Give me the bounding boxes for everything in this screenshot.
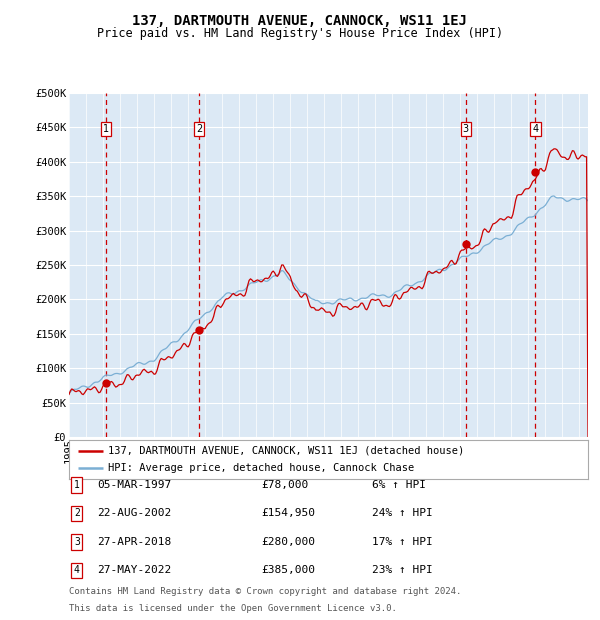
Text: 24% ↑ HPI: 24% ↑ HPI — [372, 508, 433, 518]
Text: Price paid vs. HM Land Registry's House Price Index (HPI): Price paid vs. HM Land Registry's House … — [97, 27, 503, 40]
Text: 4: 4 — [532, 124, 538, 134]
Text: 3: 3 — [463, 124, 469, 134]
Text: 17% ↑ HPI: 17% ↑ HPI — [372, 537, 433, 547]
Text: 137, DARTMOUTH AVENUE, CANNOCK, WS11 1EJ: 137, DARTMOUTH AVENUE, CANNOCK, WS11 1EJ — [133, 14, 467, 28]
Text: 4: 4 — [74, 565, 80, 575]
Text: £78,000: £78,000 — [261, 480, 308, 490]
Text: £154,950: £154,950 — [261, 508, 315, 518]
Text: 1: 1 — [74, 480, 80, 490]
Text: 27-MAY-2022: 27-MAY-2022 — [97, 565, 172, 575]
Text: This data is licensed under the Open Government Licence v3.0.: This data is licensed under the Open Gov… — [69, 603, 397, 613]
Text: 22-AUG-2002: 22-AUG-2002 — [97, 508, 172, 518]
Text: 6% ↑ HPI: 6% ↑ HPI — [372, 480, 426, 490]
Text: £385,000: £385,000 — [261, 565, 315, 575]
Text: 2: 2 — [74, 508, 80, 518]
Text: Contains HM Land Registry data © Crown copyright and database right 2024.: Contains HM Land Registry data © Crown c… — [69, 587, 461, 596]
Text: £280,000: £280,000 — [261, 537, 315, 547]
Text: 1: 1 — [103, 124, 109, 134]
Text: 2: 2 — [196, 124, 202, 134]
Text: HPI: Average price, detached house, Cannock Chase: HPI: Average price, detached house, Cann… — [108, 463, 414, 473]
Text: 05-MAR-1997: 05-MAR-1997 — [97, 480, 172, 490]
Text: 27-APR-2018: 27-APR-2018 — [97, 537, 172, 547]
Text: 137, DARTMOUTH AVENUE, CANNOCK, WS11 1EJ (detached house): 137, DARTMOUTH AVENUE, CANNOCK, WS11 1EJ… — [108, 446, 464, 456]
Text: 23% ↑ HPI: 23% ↑ HPI — [372, 565, 433, 575]
Text: 3: 3 — [74, 537, 80, 547]
